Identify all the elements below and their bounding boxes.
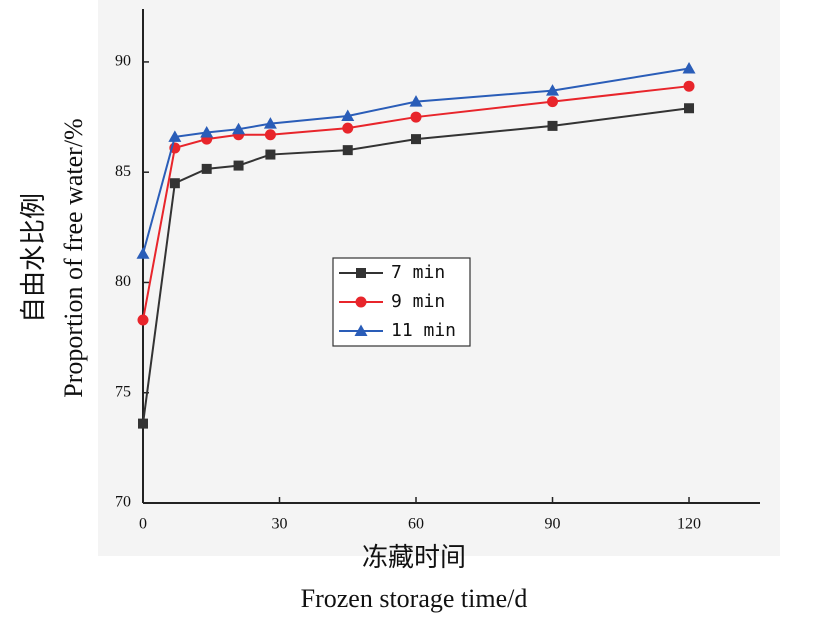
x-tick-label: 90 <box>545 516 561 533</box>
marker <box>356 268 366 278</box>
marker <box>547 96 559 108</box>
x-tick-label: 60 <box>408 516 424 533</box>
marker <box>684 103 695 114</box>
marker <box>265 149 276 160</box>
marker <box>354 324 368 336</box>
legend-label: 7 min <box>391 262 445 283</box>
marker <box>355 296 367 308</box>
marker <box>168 130 182 142</box>
marker <box>410 111 422 123</box>
marker <box>138 418 148 429</box>
marker <box>263 117 277 129</box>
y-tick-label: 75 <box>115 383 131 400</box>
x-tick-label: 30 <box>272 516 288 533</box>
marker <box>409 95 423 107</box>
legend-label: 9 min <box>391 291 445 312</box>
x-axis-title-zh: 冻藏时间 <box>362 543 466 572</box>
marker <box>169 178 180 189</box>
marker <box>683 80 695 92</box>
marker <box>200 126 214 138</box>
y-tick-label: 90 <box>115 53 131 70</box>
marker <box>137 314 149 326</box>
x-tick-label: 120 <box>677 516 701 533</box>
marker <box>201 163 212 174</box>
marker <box>342 122 354 134</box>
y-tick-label: 70 <box>115 494 131 511</box>
x-tick-label: 0 <box>139 516 147 533</box>
x-axis-title: Frozen storage time/d <box>301 584 528 613</box>
marker <box>682 62 696 74</box>
legend-label: 11 min <box>391 320 456 341</box>
marker <box>342 145 353 156</box>
marker <box>136 247 150 259</box>
y-tick-label: 80 <box>115 273 131 290</box>
marker <box>341 109 355 121</box>
marker <box>233 160 244 171</box>
marker <box>264 129 276 141</box>
marker <box>411 134 422 145</box>
marker <box>546 84 560 96</box>
marker <box>547 120 558 131</box>
marker <box>232 122 246 135</box>
y-tick-label: 85 <box>115 163 131 180</box>
y-axis-title-zh: 自由水比例 <box>19 193 48 323</box>
y-axis-title: Proportion of free water/% <box>59 118 88 397</box>
